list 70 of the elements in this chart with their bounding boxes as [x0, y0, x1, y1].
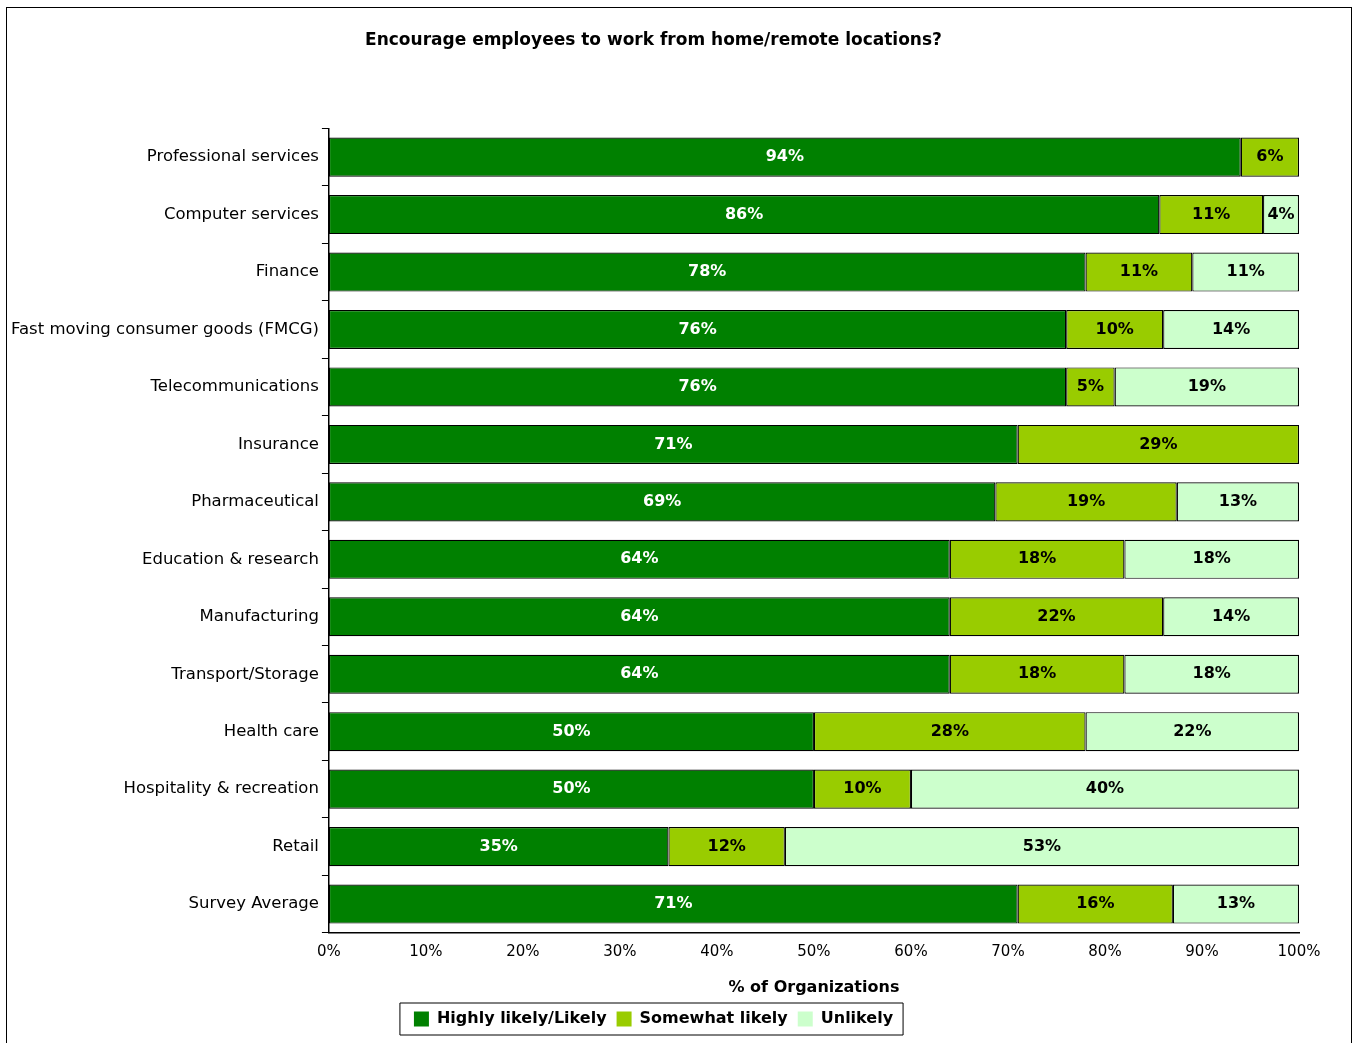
data-label: 53%: [1022, 835, 1062, 855]
data-label: 28%: [930, 720, 969, 740]
x-tick-label: 40%: [700, 941, 734, 960]
y-tick-label: Professional services: [146, 146, 319, 166]
data-label: 11%: [1119, 261, 1159, 281]
legend-label: Highly likely/Likely: [436, 1008, 608, 1028]
data-label: 29%: [1139, 433, 1178, 453]
data-label: 12%: [707, 835, 746, 855]
data-label: 40%: [1085, 778, 1125, 798]
data-label: 13%: [1218, 491, 1258, 511]
data-label: 18%: [1017, 548, 1057, 568]
data-label: 18%: [1017, 663, 1057, 683]
data-label: 50%: [552, 720, 591, 740]
data-label: 18%: [1192, 548, 1231, 568]
data-label: 16%: [1076, 893, 1115, 913]
x-tick-label: 10%: [409, 941, 443, 960]
data-label: 11%: [1192, 203, 1231, 223]
data-label: 64%: [620, 663, 659, 683]
data-label: 22%: [1173, 720, 1212, 740]
x-tick-label: 100%: [1277, 941, 1321, 960]
x-axis-title: % of Organizations: [728, 976, 900, 996]
data-label: 4%: [1267, 203, 1295, 223]
legend-label: Unlikely: [820, 1008, 894, 1028]
data-label: 76%: [678, 376, 717, 396]
y-tick-label: Education & research: [142, 548, 319, 568]
y-tick-label: Finance: [255, 261, 319, 281]
data-label: 13%: [1216, 893, 1256, 913]
data-label: 22%: [1037, 605, 1076, 625]
y-tick-label: Fast moving consumer goods (FMCG): [10, 318, 319, 338]
data-label: 78%: [688, 261, 727, 281]
data-label: 18%: [1192, 663, 1231, 683]
x-tick-label: 0%: [317, 941, 341, 960]
y-tick-label: Retail: [272, 835, 319, 855]
data-label: 11%: [1226, 261, 1265, 281]
data-label: 10%: [1095, 318, 1134, 338]
data-label: 6%: [1256, 146, 1284, 166]
y-tick-label: Manufacturing: [199, 606, 319, 626]
y-tick-label: Hospitality & recreation: [123, 778, 319, 798]
data-label: 86%: [724, 203, 764, 223]
x-tick-label: 30%: [603, 941, 637, 960]
data-label: 19%: [1187, 376, 1226, 396]
data-label: 50%: [552, 778, 591, 798]
x-tick-label: 60%: [894, 941, 928, 960]
data-label: 14%: [1211, 318, 1251, 338]
legend-label: Somewhat likely: [639, 1008, 789, 1028]
data-label: 10%: [843, 778, 882, 798]
x-tick-label: 90%: [1185, 941, 1219, 960]
x-tick-label: 20%: [506, 941, 540, 960]
y-tick-label: Survey Average: [188, 893, 319, 913]
data-label: 14%: [1211, 605, 1251, 625]
x-tick-label: 50%: [797, 941, 831, 960]
y-tick-label: Telecommunications: [149, 376, 319, 396]
chart-title: Encourage employees to work from home/remote locations?: [365, 28, 942, 49]
y-tick-label: Health care: [223, 720, 319, 740]
x-tick-label: 80%: [1088, 941, 1122, 960]
y-tick-label: Computer services: [163, 203, 319, 223]
data-label: 94%: [765, 146, 804, 166]
data-label: 35%: [479, 835, 518, 855]
data-label: 69%: [642, 491, 682, 511]
y-tick-label: Pharmaceutical: [191, 491, 319, 511]
x-tick-label: 70%: [991, 941, 1025, 960]
y-tick-label: Insurance: [237, 433, 319, 453]
data-label: 64%: [620, 548, 659, 568]
data-label: 64%: [620, 605, 659, 625]
y-tick-label: Transport/Storage: [170, 663, 319, 683]
data-label: 76%: [678, 318, 717, 338]
data-label: 71%: [654, 893, 693, 913]
data-label: 19%: [1066, 491, 1106, 511]
data-label: 5%: [1076, 376, 1105, 396]
data-label: 71%: [654, 433, 693, 453]
